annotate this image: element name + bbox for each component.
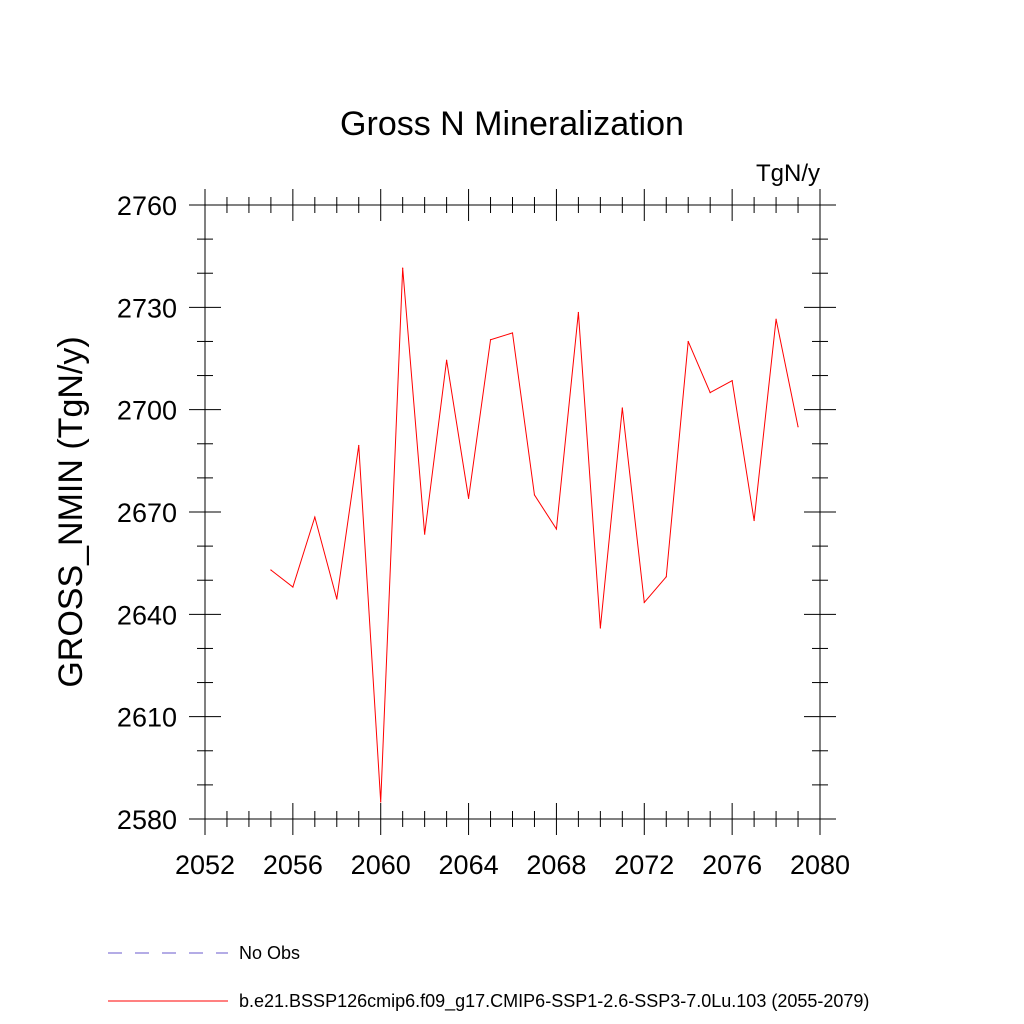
x-tick-label: 2068 [526,850,586,880]
x-tick-label: 2056 [263,850,323,880]
y-tick-labels: 2580 2610 2640 2670 2700 2730 2760 [117,191,177,835]
data-point [314,516,316,518]
x-tick-label: 2076 [702,850,762,880]
data-point [336,598,338,600]
x-tick-label: 2052 [175,850,235,880]
data-point [424,533,426,535]
data-point [380,801,382,803]
major-ticks [189,189,836,835]
y-tick-label: 2700 [117,396,177,426]
x-tick-labels: 2052 2056 2060 2064 2068 2072 2076 2080 [175,850,850,880]
data-point [775,318,777,320]
data-point [402,267,404,269]
series-layer [270,267,799,803]
data-point [643,601,645,603]
data-point [446,359,448,361]
y-tick-label: 2580 [117,805,177,835]
data-point [687,340,689,343]
x-tick-label: 2080 [790,850,850,880]
legend: No Obs b.e21.BSSP126cmip6.f09_g17.CMIP6-… [108,943,869,1012]
data-point [577,311,579,314]
legend-label-no-obs: No Obs [239,943,300,963]
data-point [599,627,601,629]
minor-ticks [197,197,828,827]
data-point [533,494,536,496]
data-point [270,569,272,571]
data-point [358,444,360,447]
plot-frame [204,204,821,820]
y-tick-label: 2760 [117,191,177,221]
y-tick-label: 2670 [117,498,177,528]
x-tick-label: 2072 [614,850,674,880]
x-tick-label: 2060 [351,850,411,880]
data-point [555,528,558,530]
y-axis-label: GROSS_NMIN (TgN/y) [52,336,90,687]
data-point [753,519,755,522]
chart-title: Gross N Mineralization [340,105,684,143]
data-point [731,380,733,382]
data-point [709,392,711,394]
y-tick-label: 2730 [117,293,177,323]
series-line [270,268,799,802]
data-point [665,576,667,578]
legend-label-model-run: b.e21.BSSP126cmip6.f09_g17.CMIP6-SSP1-2.… [239,991,869,1012]
units-label: TgN/y [756,160,820,187]
data-point [511,332,514,334]
data-point [467,497,470,499]
data-point [292,586,294,588]
data-point [797,426,799,428]
data-point [489,339,492,341]
y-tick-label: 2640 [117,600,177,630]
data-point [621,407,623,409]
y-tick-label: 2610 [117,703,177,733]
x-tick-label: 2064 [439,850,499,880]
